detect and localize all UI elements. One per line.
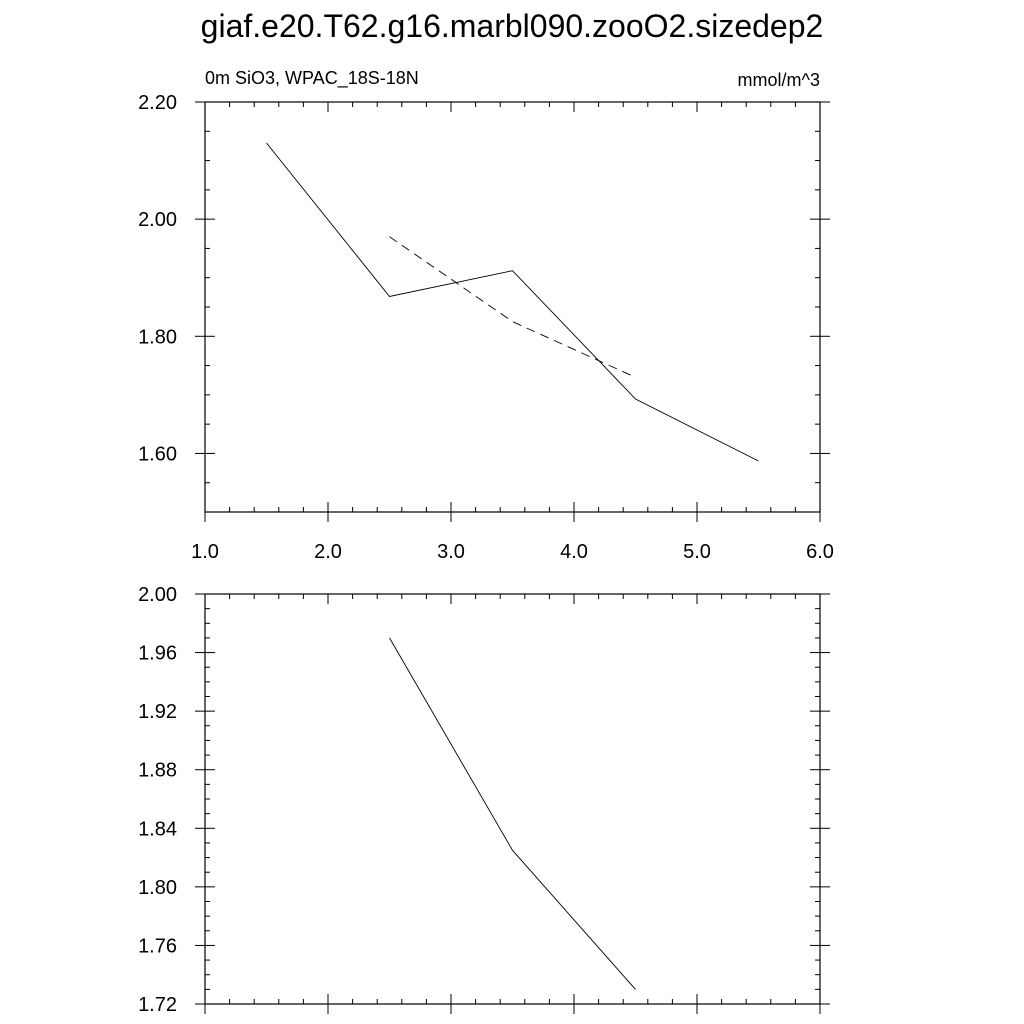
bottom-series-line-solid <box>389 637 636 990</box>
top-x-tick-label: 3.0 <box>437 541 465 563</box>
top-plot-frame <box>204 101 821 513</box>
bottom-y-tick-label: 1.84 <box>138 818 177 840</box>
bottom-plot-frame <box>204 593 821 1005</box>
top-panel-left-string: 0m SiO3, WPAC_18S-18N <box>205 68 419 89</box>
bottom-panel: 1.72 1.76 1.80 1.84 1.88 1.92 1.96 2.00 <box>138 584 830 1016</box>
top-y-tick-label: 1.60 <box>138 443 177 465</box>
top-y-tick-label: 2.00 <box>138 209 177 231</box>
top-x-tick-label: 6.0 <box>806 541 834 563</box>
top-panel-units: mmol/m^3 <box>738 70 820 90</box>
bottom-y-tick-label: 1.92 <box>138 701 177 723</box>
top-x-tick-label: 5.0 <box>683 541 711 563</box>
top-series-line-dashed <box>389 236 636 378</box>
top-x-tick-label: 4.0 <box>560 541 588 563</box>
bottom-y-tick-label: 1.72 <box>138 994 177 1016</box>
bottom-y-tick-label: 2.00 <box>138 584 177 606</box>
top-y-tick-label: 2.20 <box>138 92 177 114</box>
bottom-y-tick-label: 1.76 <box>138 935 177 957</box>
top-panel: 0m SiO3, WPAC_18S-18N mmol/m^3 1.0 2.0 3.0… <box>138 68 834 563</box>
top-series-line-solid <box>266 142 759 462</box>
top-y-tick-label: 1.80 <box>138 326 177 348</box>
bottom-y-tick-label: 1.80 <box>138 877 177 899</box>
bottom-y-tick-label: 1.96 <box>138 643 177 665</box>
top-x-tick-label: 1.0 <box>191 541 219 563</box>
bottom-y-tick-label: 1.88 <box>138 760 177 782</box>
top-x-tick-label: 2.0 <box>314 541 342 563</box>
figure-title: giaf.e20.T62.g16.marbl090.zooO2.sizedep2 <box>200 8 824 44</box>
